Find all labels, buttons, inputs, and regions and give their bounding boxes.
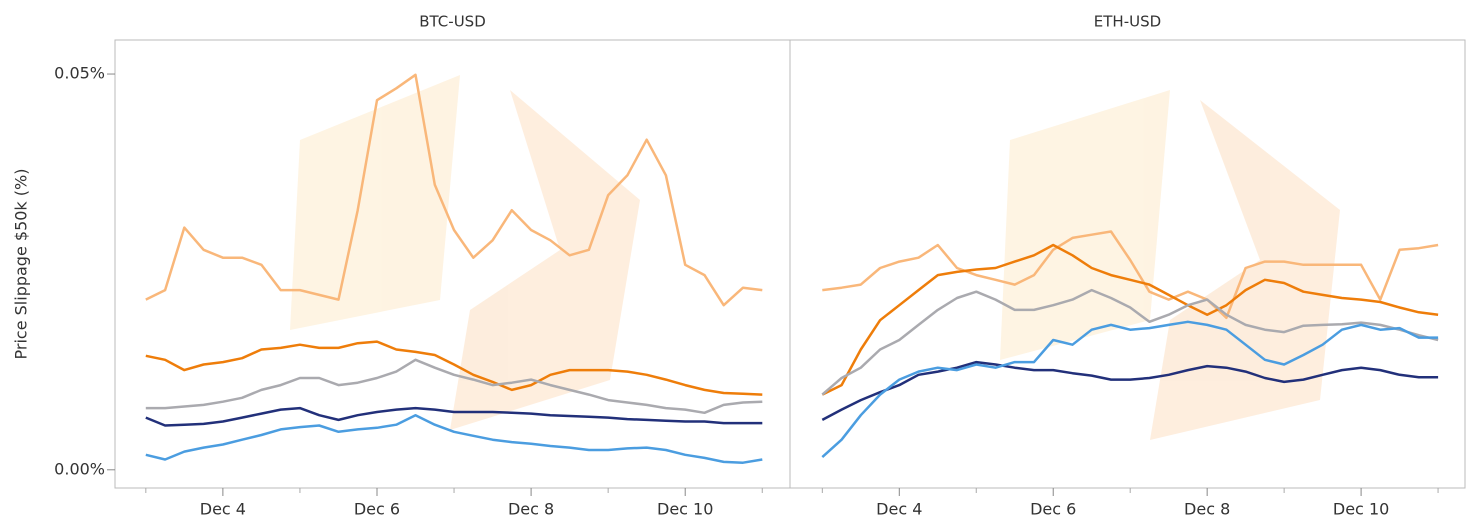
- x-tick-label: Dec 4: [200, 500, 246, 519]
- series-line: [145, 406, 763, 427]
- series-line: [821, 360, 1439, 422]
- x-tick-label: Dec 8: [1184, 500, 1230, 519]
- y-axis-label: Price Slippage $50k (%): [12, 169, 31, 360]
- y-tick-label: 0.00%: [54, 459, 105, 478]
- x-tick-label: Dec 4: [876, 500, 922, 519]
- series-line: [145, 413, 763, 464]
- panel-frame: [789, 39, 1466, 489]
- panel-title: ETH-USD: [1094, 13, 1161, 31]
- series-line: [821, 243, 1439, 396]
- x-tick-label: Dec 10: [657, 500, 713, 519]
- series-line: [145, 340, 763, 396]
- x-tick-label: Dec 10: [1333, 500, 1389, 519]
- series-line: [145, 73, 763, 307]
- x-tick-label: Dec 6: [1030, 500, 1076, 519]
- series-line: [145, 358, 763, 415]
- watermark: [290, 75, 1340, 440]
- series-line: [821, 288, 1439, 396]
- x-tick-label: Dec 6: [354, 500, 400, 519]
- series-line: [821, 320, 1439, 459]
- x-tick-label: Dec 8: [508, 500, 554, 519]
- panel-title: BTC-USD: [419, 13, 486, 31]
- series-line: [822, 230, 1439, 320]
- y-tick-label: 0.05%: [54, 64, 105, 83]
